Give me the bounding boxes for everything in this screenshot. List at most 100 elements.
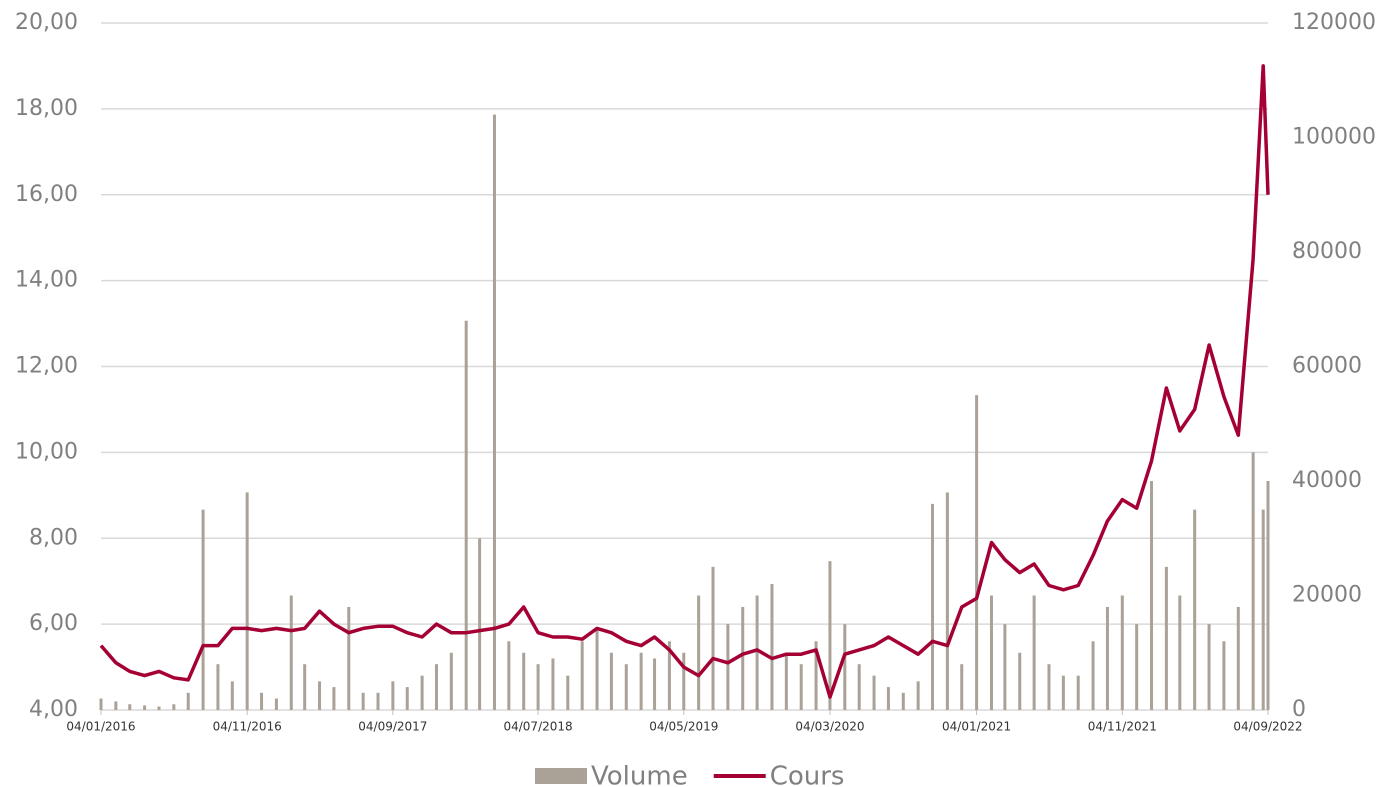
y-tick-label: 18,00 (15, 96, 78, 121)
volume-bar (901, 692, 905, 710)
volume-bar (420, 675, 424, 710)
volume-bar (1120, 595, 1124, 710)
volume-bar (1207, 624, 1211, 710)
y-tick-label: 14,00 (15, 268, 78, 293)
y2-tick-label: 80000 (1292, 239, 1362, 264)
volume-bar (989, 595, 993, 710)
volume-bar (828, 561, 832, 710)
volume-bar (128, 704, 132, 710)
volume-bar (492, 114, 496, 711)
volume-bar (157, 706, 161, 710)
volume-bar (945, 492, 949, 710)
volume-bar (361, 692, 365, 710)
volume-bar (1193, 509, 1197, 710)
volume-bar (857, 664, 861, 710)
volume-bar (872, 675, 876, 710)
volume-bar (464, 320, 468, 710)
volume-bar (405, 687, 409, 710)
y2-tick-label: 120000 (1292, 10, 1376, 35)
volume-bar (1135, 624, 1139, 710)
y2-tick-label: 100000 (1292, 125, 1376, 150)
y-tick-label: 8,00 (29, 525, 78, 550)
volume-bar (711, 566, 715, 710)
volume-bar (1164, 566, 1168, 710)
volume-bar (814, 641, 818, 710)
volume-bar (1018, 652, 1022, 710)
volume-bar (289, 595, 293, 710)
volume-bar (799, 664, 803, 710)
x-tick-label: 04/01/2021 (942, 720, 1011, 734)
volume-bar (201, 509, 205, 710)
volume-bar (245, 492, 249, 710)
y-tick-label: 12,00 (15, 354, 78, 379)
y2-tick-label: 20000 (1292, 583, 1362, 608)
x-tick-label: 04/09/2022 (1233, 720, 1302, 734)
volume-bar (1150, 481, 1154, 710)
y-tick-label: 6,00 (29, 611, 78, 636)
legend-swatch (535, 768, 587, 784)
volume-bar (682, 652, 686, 710)
volume-bar (99, 698, 103, 710)
volume-bar (1105, 606, 1109, 710)
volume-bar (595, 629, 599, 710)
y-tick-label: 10,00 (15, 439, 78, 464)
volume-bar (1091, 641, 1095, 710)
volume-bar (507, 641, 511, 710)
volume-bar (667, 641, 671, 710)
price-line (99, 64, 1270, 699)
volume-bar (697, 595, 701, 710)
x-tick-label: 04/11/2021 (1088, 720, 1157, 734)
volume-bar (1061, 675, 1065, 710)
volume-bar (376, 692, 380, 710)
x-tick-label: 04/05/2019 (649, 720, 718, 734)
volume-bar (216, 664, 220, 710)
volume-bar (434, 664, 438, 710)
volume-bar (580, 641, 584, 710)
volume-bar (1236, 606, 1240, 710)
volume-bar (741, 606, 745, 710)
volume-bar (653, 658, 657, 710)
volume-bar (843, 624, 847, 710)
x-tick-label: 04/01/2016 (66, 720, 135, 734)
volume-bar (609, 652, 613, 710)
volume-bar (1047, 664, 1051, 710)
volume-bar (639, 652, 643, 710)
volume-bar (391, 681, 395, 710)
volume-bar (1266, 481, 1270, 710)
volume-bar (1076, 675, 1080, 710)
volume-bar (114, 701, 118, 710)
volume-bar (755, 595, 759, 710)
volume-bar (770, 584, 774, 710)
volume-bar (260, 692, 264, 710)
volume-bar (318, 681, 322, 710)
volume-bar (931, 503, 935, 710)
volume-bar (332, 687, 336, 710)
volume-bar (449, 652, 453, 710)
y-tick-label: 16,00 (15, 182, 78, 207)
volume-bar (624, 664, 628, 710)
volume-bar (784, 652, 788, 710)
y2-tick-label: 40000 (1292, 468, 1362, 493)
volume-bar (1032, 595, 1036, 710)
legend-label: Cours (770, 762, 845, 787)
y2-tick-label: 0 (1292, 697, 1306, 722)
volume-bar (960, 664, 964, 710)
volume-bar (1251, 452, 1255, 710)
volume-bar (478, 538, 482, 710)
legend-label: Volume (591, 762, 688, 787)
volume-bar (274, 698, 278, 710)
volume-bar (347, 606, 351, 710)
y2-tick-label: 60000 (1292, 354, 1362, 379)
volume-bar (303, 664, 307, 710)
volume-bar (886, 687, 890, 710)
volume-bar (551, 658, 555, 710)
x-tick-label: 04/09/2017 (358, 720, 427, 734)
volume-bar (975, 395, 979, 710)
volume-bar (1222, 641, 1226, 710)
x-tick-label: 04/11/2016 (213, 720, 282, 734)
volume-bar (143, 705, 147, 710)
volume-bar (1178, 595, 1182, 710)
volume-bar (230, 681, 234, 710)
volume-bar (916, 681, 920, 710)
